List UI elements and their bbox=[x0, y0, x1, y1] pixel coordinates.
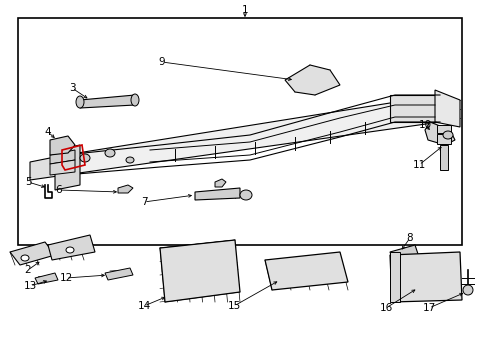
Bar bbox=[439, 145, 447, 170]
Polygon shape bbox=[30, 155, 65, 180]
Polygon shape bbox=[10, 242, 55, 265]
Ellipse shape bbox=[462, 285, 472, 295]
Ellipse shape bbox=[21, 255, 29, 261]
Polygon shape bbox=[50, 136, 75, 155]
Polygon shape bbox=[215, 179, 225, 187]
Polygon shape bbox=[118, 185, 133, 193]
Ellipse shape bbox=[442, 131, 452, 139]
Polygon shape bbox=[389, 245, 419, 266]
Polygon shape bbox=[55, 145, 80, 190]
Ellipse shape bbox=[105, 149, 115, 157]
Text: 15: 15 bbox=[227, 301, 240, 311]
Polygon shape bbox=[389, 252, 461, 302]
Bar bbox=[436, 125, 450, 133]
Ellipse shape bbox=[66, 247, 74, 253]
Text: 5: 5 bbox=[24, 177, 31, 187]
Polygon shape bbox=[264, 252, 347, 290]
Ellipse shape bbox=[131, 94, 139, 106]
Bar bbox=[436, 134, 450, 144]
Ellipse shape bbox=[80, 154, 90, 162]
Polygon shape bbox=[160, 240, 240, 302]
Ellipse shape bbox=[76, 96, 84, 108]
Polygon shape bbox=[389, 95, 439, 122]
Text: 3: 3 bbox=[68, 83, 75, 93]
Polygon shape bbox=[424, 122, 454, 145]
Text: 7: 7 bbox=[141, 197, 147, 207]
Ellipse shape bbox=[240, 190, 251, 200]
Polygon shape bbox=[65, 95, 439, 175]
Polygon shape bbox=[285, 65, 339, 95]
Text: 6: 6 bbox=[56, 185, 62, 195]
Text: 13: 13 bbox=[23, 281, 37, 291]
Text: 4: 4 bbox=[44, 127, 51, 137]
Ellipse shape bbox=[126, 157, 134, 163]
Bar bbox=[18, 18, 461, 245]
Text: 17: 17 bbox=[422, 303, 435, 313]
Text: 14: 14 bbox=[137, 301, 150, 311]
Polygon shape bbox=[50, 160, 75, 175]
Polygon shape bbox=[48, 235, 95, 260]
Polygon shape bbox=[389, 252, 399, 302]
Polygon shape bbox=[80, 95, 135, 108]
Text: 9: 9 bbox=[159, 57, 165, 67]
Polygon shape bbox=[434, 90, 459, 127]
Text: 16: 16 bbox=[379, 303, 392, 313]
Text: 12: 12 bbox=[59, 273, 73, 283]
Text: 11: 11 bbox=[411, 160, 425, 170]
Polygon shape bbox=[105, 268, 133, 280]
Polygon shape bbox=[35, 273, 58, 284]
Text: 8: 8 bbox=[406, 233, 412, 243]
Text: 2: 2 bbox=[24, 265, 31, 275]
Polygon shape bbox=[195, 188, 240, 200]
Text: 10: 10 bbox=[418, 120, 431, 130]
Polygon shape bbox=[50, 150, 75, 164]
Text: 1: 1 bbox=[241, 5, 248, 15]
